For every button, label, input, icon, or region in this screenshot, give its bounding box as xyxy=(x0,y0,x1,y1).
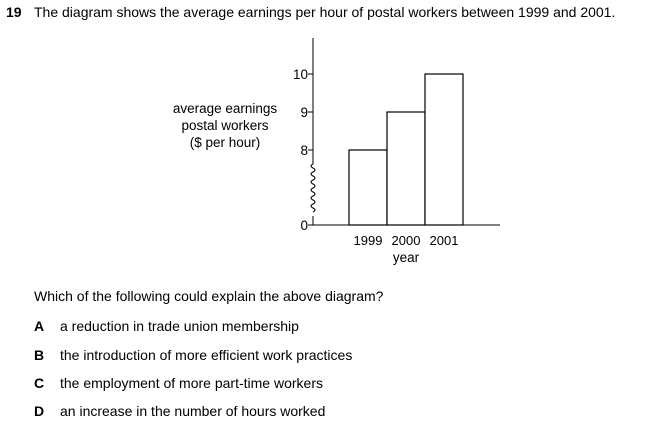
option-a-letter: A xyxy=(34,318,45,334)
option-a-text: a reduction in trade union membership xyxy=(60,318,299,334)
y-axis-break xyxy=(310,163,316,213)
y-axis-label: average earnings postal workers ($ per h… xyxy=(155,100,295,151)
question-text: The diagram shows the average earnings p… xyxy=(34,4,616,20)
option-c-letter: C xyxy=(34,375,45,391)
y-axis-label-line-1: average earnings xyxy=(172,101,278,116)
option-d-text: an increase in the number of hours worke… xyxy=(60,403,326,419)
y-tick-label-9: 9 xyxy=(300,105,308,120)
y-tick-label-0: 0 xyxy=(300,218,308,233)
bar-2001 xyxy=(424,73,464,226)
y-axis-label-line-2: postal workers xyxy=(181,118,269,133)
option-d-letter: D xyxy=(34,403,45,419)
y-tick-label-8: 8 xyxy=(300,143,308,158)
bar-1999 xyxy=(348,149,388,226)
option-c-text: the employment of more part-time workers xyxy=(60,375,323,391)
x-tick-label-2001: 2001 xyxy=(430,233,459,248)
x-tick-label-2000: 2000 xyxy=(392,233,421,248)
y-axis-label-line-3: ($ per hour) xyxy=(189,135,261,150)
y-tick-label-10: 10 xyxy=(293,67,308,82)
question-prompt: Which of the following could explain the… xyxy=(34,288,384,304)
x-tick-label-1999: 1999 xyxy=(354,233,383,248)
x-axis-label: year xyxy=(392,250,420,265)
question-number: 19 xyxy=(6,4,22,20)
bar-2000 xyxy=(386,111,426,226)
option-b-letter: B xyxy=(34,347,45,363)
option-b-text: the introduction of more efficient work … xyxy=(60,347,353,363)
